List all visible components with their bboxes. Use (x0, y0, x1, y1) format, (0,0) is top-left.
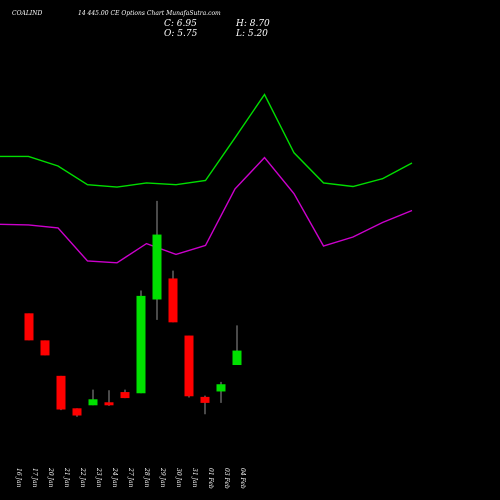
open-value: O: 5.75 (164, 29, 198, 39)
candle-body (88, 399, 98, 406)
candle-22-jan (88, 389, 98, 406)
candle-body (56, 375, 66, 410)
candle-body (24, 313, 34, 341)
candle-body (40, 340, 50, 356)
candle-03-feb (232, 325, 242, 366)
x-tick-label: 17 Jan (31, 468, 38, 488)
low-value: L: 5.20 (236, 29, 268, 39)
candle-17-jan (40, 340, 50, 356)
x-tick-label: 16 Jan (15, 468, 22, 488)
candle-16-jan (24, 313, 34, 341)
x-tick-label: 23 Jan (95, 467, 102, 488)
candle-21-jan (72, 408, 82, 417)
candle-body (136, 295, 146, 394)
x-tick-label: 04 Feb (239, 468, 246, 489)
close-value: C: 6.95 (164, 19, 197, 29)
chart-subtitle: 14 445.00 CE Options Chart MunafaSutra.c… (78, 10, 221, 17)
candle-body (72, 408, 82, 416)
x-tick-label: 28 Jan (143, 467, 150, 488)
x-tick-label: 24 Jan (111, 467, 118, 488)
x-tick-label: 27 Jan (127, 467, 134, 488)
candle-31-jan (200, 395, 210, 415)
x-tick-label: 21 Jan (63, 467, 70, 488)
x-tick-label: 20 Jan (47, 467, 54, 488)
x-tick-label: 03 Feb (223, 468, 230, 489)
candle-27-jan (136, 290, 146, 394)
x-tick-label: 22 Jan (79, 467, 86, 488)
candle-body (168, 278, 178, 323)
candle-body (120, 392, 130, 399)
candle-30-jan (184, 335, 194, 398)
candle-body (104, 402, 114, 406)
candle-29-jan (168, 270, 178, 323)
x-tick-label: 30 Jan (175, 468, 182, 488)
x-tick-label: 29 Jan (159, 467, 166, 488)
x-tick-label: 31 Jan (191, 468, 198, 488)
candle-20-jan (56, 375, 66, 411)
x-tick-label: 01 Feb (207, 468, 214, 489)
high-value: H: 8.70 (236, 19, 270, 29)
candle-28-jan (152, 200, 162, 320)
upper-band-line (0, 93, 413, 188)
candles-layer (24, 200, 242, 417)
candle-body (152, 234, 162, 300)
candle-body (200, 396, 210, 403)
x-tick-labels: 16 Jan 17 Jan 20 Jan 21 Jan 22 Jan 23 Jan 24 J… (15, 467, 246, 489)
bands-layer (0, 93, 413, 264)
candle-23-jan (104, 390, 114, 406)
candle-body (216, 384, 226, 392)
candle-24-jan (120, 389, 130, 399)
symbol-label: COALIND (12, 10, 43, 17)
candle-01-feb (216, 381, 226, 403)
candle-body (232, 350, 242, 366)
candle-body (184, 335, 194, 397)
lower-band-line (0, 156, 413, 264)
